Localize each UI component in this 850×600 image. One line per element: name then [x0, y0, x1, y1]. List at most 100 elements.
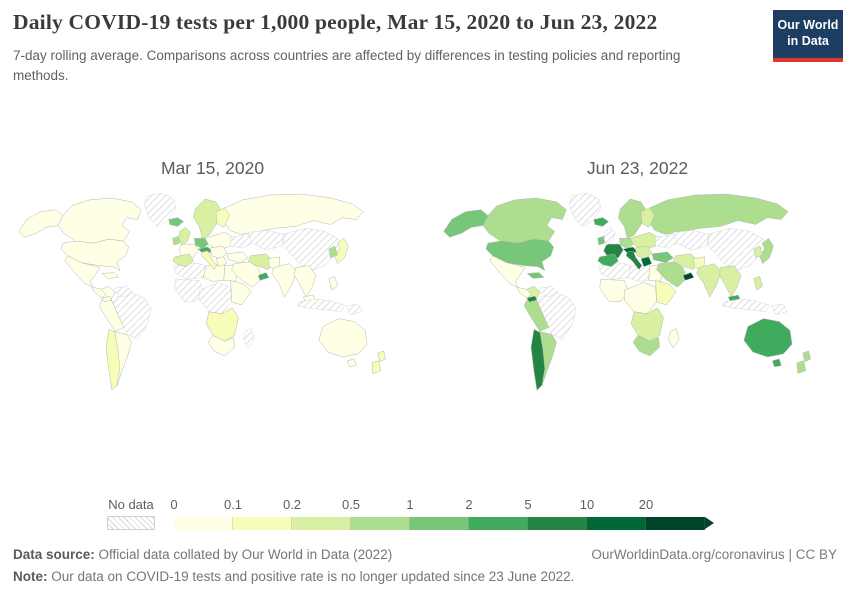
legend-tick-label: 0.5 — [341, 497, 361, 512]
map-region-brazil[interactable] — [537, 291, 576, 340]
map-region-peru_bolivia[interactable] — [523, 298, 549, 332]
map-region-greenland[interactable] — [143, 192, 176, 227]
map-region-turkey[interactable] — [650, 251, 674, 263]
legend-bin-swatch — [292, 517, 351, 530]
map-region-tasmania[interactable] — [346, 358, 356, 367]
map-region-central_america[interactable] — [516, 287, 531, 299]
map-region-peru_bolivia[interactable] — [98, 298, 124, 332]
map-region-se_asia[interactable] — [718, 265, 741, 298]
map-region-venezuela[interactable] — [539, 286, 558, 298]
map-region-china[interactable] — [282, 228, 339, 272]
map-date-label-start: Mar 15, 2020 — [160, 158, 265, 178]
map-region-finland[interactable] — [215, 207, 230, 228]
map-region-philippines[interactable] — [328, 276, 338, 291]
map-region-north_africa_west[interactable] — [173, 262, 206, 280]
map-region-scandinavia[interactable] — [192, 198, 222, 239]
map-region-korea[interactable] — [753, 245, 763, 259]
map-region-balkans[interactable] — [209, 245, 227, 260]
map-region-india[interactable] — [271, 263, 297, 298]
map-region-venezuela[interactable] — [114, 286, 133, 298]
map-region-cuba[interactable] — [101, 272, 119, 279]
map-region-southern_africa[interactable] — [630, 307, 664, 342]
map-region-central_america[interactable] — [91, 287, 106, 299]
footer-data-source-label: Data source: — [13, 547, 95, 562]
legend-bin-swatch — [410, 517, 469, 530]
map-region-iceland[interactable] — [593, 217, 609, 227]
map-region-west_africa[interactable] — [598, 279, 628, 303]
map-region-italy[interactable] — [200, 250, 217, 270]
map-region-east_africa[interactable] — [654, 280, 677, 306]
map-region-mexico[interactable] — [64, 255, 100, 288]
world-map-end-date[interactable] — [432, 187, 844, 413]
map-region-chile[interactable] — [530, 329, 545, 391]
map-region-west_africa[interactable] — [173, 279, 203, 303]
map-region-north_africa_west[interactable] — [598, 262, 631, 280]
owid-logo[interactable]: Our World in Data — [773, 10, 843, 62]
map-region-japan[interactable] — [333, 237, 349, 264]
map-region-ukraine[interactable] — [654, 234, 678, 249]
map-region-scandinavia[interactable] — [617, 198, 647, 239]
map-region-new_zealand[interactable] — [796, 350, 811, 374]
map-region-italy[interactable] — [625, 250, 642, 270]
map-region-canada[interactable] — [482, 197, 567, 244]
footer-license-link[interactable]: OurWorldinData.org/coronavirus | CC BY — [591, 547, 837, 562]
map-region-russia[interactable] — [222, 193, 363, 235]
map-region-new_zealand[interactable] — [371, 350, 386, 374]
map-region-chile[interactable] — [105, 329, 120, 391]
map-region-central_africa[interactable] — [198, 282, 232, 314]
map-region-madagascar[interactable] — [667, 328, 679, 349]
map-region-germany[interactable] — [618, 237, 633, 250]
map-region-finland[interactable] — [640, 207, 655, 228]
map-region-iran[interactable] — [672, 253, 699, 270]
map-region-russia[interactable] — [647, 193, 788, 235]
map-region-china[interactable] — [707, 228, 764, 272]
map-region-korea[interactable] — [328, 245, 338, 259]
map-region-papua[interactable] — [770, 303, 787, 315]
map-region-philippines[interactable] — [753, 276, 763, 291]
map-region-madagascar[interactable] — [242, 328, 254, 349]
map-region-ireland[interactable] — [172, 235, 180, 246]
world-map-start-date[interactable] — [7, 187, 419, 413]
map-region-iberia[interactable] — [172, 253, 194, 267]
map-region-germany[interactable] — [193, 237, 208, 250]
map-region-central_asia[interactable] — [247, 230, 284, 251]
map-region-south_africa[interactable] — [632, 335, 660, 357]
map-region-india[interactable] — [696, 263, 722, 298]
map-region-uae[interactable] — [257, 272, 269, 281]
map-region-papua[interactable] — [345, 303, 362, 315]
map-region-australia[interactable] — [743, 318, 792, 358]
map-region-brazil[interactable] — [112, 291, 151, 340]
map-region-canada[interactable] — [57, 197, 142, 244]
map-region-south_africa[interactable] — [207, 335, 235, 357]
map-region-uk[interactable] — [602, 227, 616, 246]
map-region-indonesia[interactable] — [296, 298, 345, 313]
map-region-indonesia[interactable] — [721, 298, 770, 313]
map-region-panama[interactable] — [101, 295, 112, 303]
map-region-greece[interactable] — [640, 256, 652, 267]
map-region-australia[interactable] — [318, 318, 367, 358]
map-region-mexico[interactable] — [489, 255, 525, 288]
map-region-cuba[interactable] — [526, 272, 544, 279]
map-region-turkey[interactable] — [225, 251, 249, 263]
map-region-iberia[interactable] — [597, 253, 619, 267]
map-region-ireland[interactable] — [597, 235, 605, 246]
map-region-uk[interactable] — [177, 227, 191, 246]
map-region-se_asia[interactable] — [293, 265, 316, 298]
map-region-greenland[interactable] — [568, 192, 601, 227]
map-region-central_africa[interactable] — [623, 282, 657, 314]
map-region-iran[interactable] — [247, 253, 274, 270]
map-region-japan[interactable] — [758, 237, 774, 264]
map-region-ukraine[interactable] — [229, 234, 253, 249]
map-region-greece[interactable] — [215, 256, 227, 267]
map-region-central_asia[interactable] — [672, 230, 709, 251]
map-region-east_africa[interactable] — [229, 280, 252, 306]
map-region-uae[interactable] — [682, 272, 694, 281]
map-region-alaska[interactable] — [18, 209, 63, 238]
map-region-panama[interactable] — [526, 295, 537, 303]
map-region-balkans[interactable] — [634, 245, 652, 260]
map-region-tasmania[interactable] — [771, 358, 781, 367]
map-region-southern_africa[interactable] — [205, 307, 239, 342]
map-region-iceland[interactable] — [168, 217, 184, 227]
map-region-alaska[interactable] — [443, 209, 488, 238]
